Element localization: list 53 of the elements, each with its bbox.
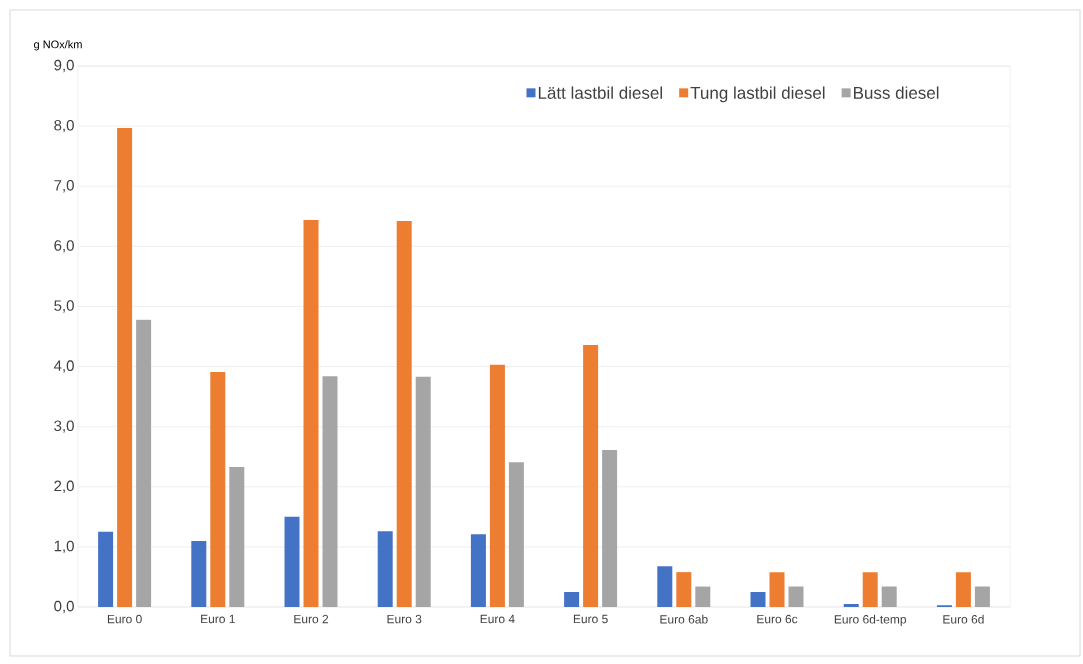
- bar: [695, 586, 711, 607]
- bar: [489, 364, 505, 607]
- y-tick-label: 4,0: [53, 360, 74, 373]
- bar: [843, 603, 859, 607]
- bar: [955, 572, 971, 607]
- bar: [470, 534, 486, 607]
- y-tick-label: 8,0: [54, 119, 74, 133]
- bar: [583, 344, 599, 607]
- bar: [117, 127, 133, 607]
- bar: [564, 591, 580, 607]
- bar: [136, 319, 152, 607]
- x-tick-label: Euro 6c: [757, 614, 798, 624]
- x-tick-label: Euro 6ab: [660, 614, 708, 624]
- x-tick-label: Euro 6d: [943, 614, 984, 624]
- bar: [657, 566, 673, 607]
- x-tick-label: Euro 4: [480, 614, 515, 624]
- y-axis-title: g NOx/km: [34, 40, 82, 51]
- y-tick-label: 6,0: [54, 240, 74, 253]
- bar: [322, 376, 338, 607]
- bar: [602, 450, 618, 607]
- x-tick-label: Euro 6d-temp: [834, 614, 907, 626]
- bar: [415, 376, 431, 607]
- bar: [769, 572, 785, 607]
- bar: [862, 572, 878, 607]
- bar: [284, 516, 300, 607]
- bar: [974, 586, 990, 607]
- x-tick-label: Euro 5: [573, 614, 608, 624]
- y-tick-label: 7,0: [54, 180, 74, 193]
- y-tick-label: 0,0: [54, 600, 74, 614]
- bar: [676, 572, 692, 607]
- bar: [98, 531, 114, 607]
- bar: [508, 462, 524, 607]
- bar: [210, 371, 226, 607]
- y-tick-label: 2,0: [54, 480, 74, 493]
- x-tick-label: Euro 0: [107, 614, 142, 624]
- y-tick-label: 3,0: [54, 420, 74, 433]
- y-tick-label: 1,0: [54, 540, 74, 554]
- y-tick-label: 9,0: [54, 59, 74, 73]
- bar: [303, 219, 319, 607]
- bar: [881, 586, 897, 607]
- x-tick-label: Euro 3: [387, 614, 422, 624]
- bar: [377, 531, 393, 607]
- x-tick-label: Euro 2: [294, 614, 329, 624]
- bar: [396, 221, 412, 607]
- bar: [191, 540, 207, 607]
- bar: [750, 591, 766, 607]
- y-tick-label: 5,0: [54, 300, 74, 313]
- legend-label: Tung lastbil diesel: [690, 86, 825, 103]
- bar: [229, 466, 245, 607]
- bar: [788, 586, 804, 607]
- x-tick-label: Euro 1: [201, 614, 235, 624]
- legend-label: Buss diesel: [854, 86, 939, 99]
- legend-label: Lätt lastbil diesel: [538, 86, 662, 99]
